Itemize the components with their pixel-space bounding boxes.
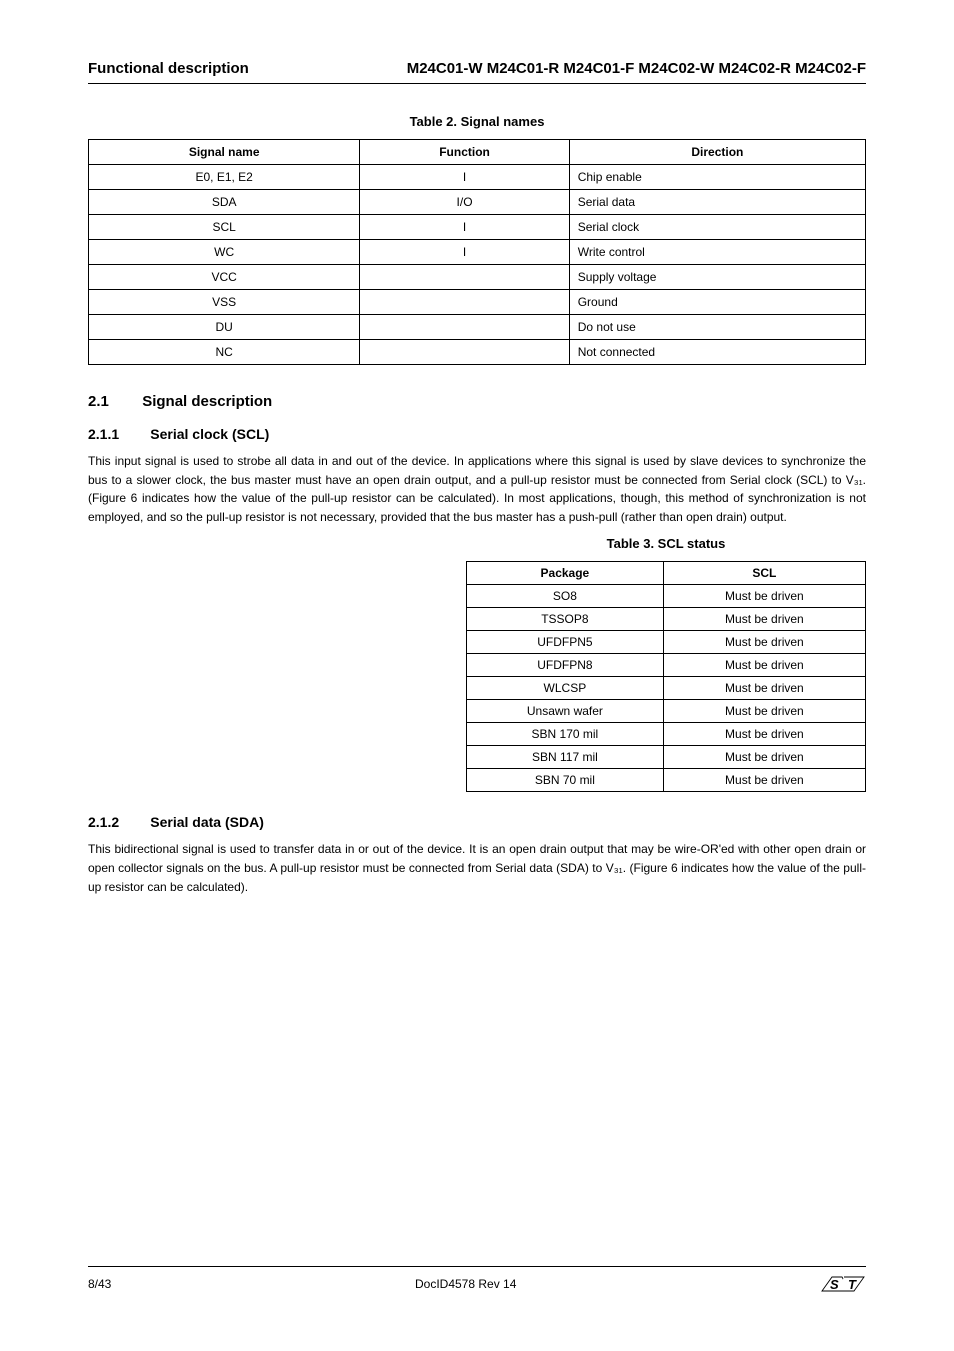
table-cell: SBN 70 mil (467, 769, 664, 792)
table-cell (360, 265, 569, 290)
table1-caption: Table 2. Signal names (88, 114, 866, 129)
section-num: 2.1 (88, 393, 109, 410)
table-row: TSSOP8Must be driven (467, 608, 866, 631)
table-row: SBN 70 milMust be driven (467, 769, 866, 792)
table2-caption: Table 3. SCL status (466, 536, 866, 551)
table-cell (360, 315, 569, 340)
table-cell: Must be driven (663, 746, 865, 769)
table-row: SDAI/OSerial data (89, 190, 866, 215)
table-row: DU Do not use (89, 315, 866, 340)
signal-names-table: Signal name Function Direction E0, E1, E… (88, 139, 866, 365)
table-cell: WLCSP (467, 677, 664, 700)
table-row: WCIWrite control (89, 240, 866, 265)
section-heading: 2.1 Signal description (88, 393, 866, 410)
table1-header-0: Signal name (89, 140, 360, 165)
table-cell: UFDFPN8 (467, 654, 664, 677)
para-sda: This bidirectional signal is used to tra… (88, 840, 866, 896)
table-cell: I (360, 240, 569, 265)
table-cell: I (360, 165, 569, 190)
table2-header-0: Package (467, 562, 664, 585)
table-row: UFDFPN5Must be driven (467, 631, 866, 654)
table-cell: Not connected (569, 340, 865, 365)
table-cell: NC (89, 340, 360, 365)
table-cell: WC (89, 240, 360, 265)
svg-text:S: S (830, 1277, 839, 1292)
table-cell (360, 290, 569, 315)
table-cell: Must be driven (663, 769, 865, 792)
table-row: VSS Ground (89, 290, 866, 315)
svg-text:T: T (848, 1277, 857, 1292)
para-scl: This input signal is used to strobe all … (88, 452, 866, 526)
subsection-num-1: 2.1.1 (88, 426, 119, 442)
table-cell: SDA (89, 190, 360, 215)
table-cell: Chip enable (569, 165, 865, 190)
table-cell: Must be driven (663, 677, 865, 700)
table-row: NC Not connected (89, 340, 866, 365)
table-cell: SO8 (467, 585, 664, 608)
table-cell: Must be driven (663, 585, 865, 608)
table-cell: TSSOP8 (467, 608, 664, 631)
table-cell: E0, E1, E2 (89, 165, 360, 190)
doc-id: DocID4578 Rev 14 (415, 1277, 516, 1291)
table-cell: Supply voltage (569, 265, 865, 290)
page-footer: 8/43 DocID4578 Rev 14 S T (88, 1266, 866, 1295)
st-logo: S T (820, 1273, 866, 1295)
table-cell: VCC (89, 265, 360, 290)
table-row: WLCSPMust be driven (467, 677, 866, 700)
page-header: Functional description M24C01-W M24C01-R… (88, 60, 866, 84)
table-cell: SBN 170 mil (467, 723, 664, 746)
table-row: Unsawn waferMust be driven (467, 700, 866, 723)
table-row: E0, E1, E2IChip enable (89, 165, 866, 190)
header-right: M24C01-W M24C01-R M24C01-F M24C02-W M24C… (407, 60, 866, 77)
subsection-title-1: Serial clock (SCL) (150, 426, 269, 442)
subsection-heading-1: 2.1.1 Serial clock (SCL) (88, 426, 866, 442)
subsection-title-2: Serial data (SDA) (150, 814, 264, 830)
table-row: SBN 117 milMust be driven (467, 746, 866, 769)
table-cell: SCL (89, 215, 360, 240)
table-row: VCC Supply voltage (89, 265, 866, 290)
table-cell: Unsawn wafer (467, 700, 664, 723)
subsection-heading-2: 2.1.2 Serial data (SDA) (88, 814, 866, 830)
table-cell: Serial data (569, 190, 865, 215)
subsection-num-2: 2.1.2 (88, 814, 119, 830)
table-cell: Write control (569, 240, 865, 265)
table-cell: Must be driven (663, 700, 865, 723)
table-cell: Ground (569, 290, 865, 315)
table1-header-1: Function (360, 140, 569, 165)
table1-header-2: Direction (569, 140, 865, 165)
table-cell: SBN 117 mil (467, 746, 664, 769)
table-cell: Serial clock (569, 215, 865, 240)
table-cell: Do not use (569, 315, 865, 340)
header-left: Functional description (88, 60, 249, 77)
table-row: UFDFPN8Must be driven (467, 654, 866, 677)
table-cell: UFDFPN5 (467, 631, 664, 654)
table-cell: I/O (360, 190, 569, 215)
table-cell: Must be driven (663, 654, 865, 677)
table-cell: I (360, 215, 569, 240)
table-row: SCLISerial clock (89, 215, 866, 240)
table-cell: VSS (89, 290, 360, 315)
table-cell (360, 340, 569, 365)
section-title: Signal description (142, 393, 272, 410)
table-cell: Must be driven (663, 631, 865, 654)
scl-status-table: Package SCL SO8Must be drivenTSSOP8Must … (466, 561, 866, 792)
table-cell: Must be driven (663, 608, 865, 631)
table-row: SBN 170 milMust be driven (467, 723, 866, 746)
table-cell: DU (89, 315, 360, 340)
table-row: SO8Must be driven (467, 585, 866, 608)
page-number: 8/43 (88, 1277, 111, 1291)
table-cell: Must be driven (663, 723, 865, 746)
table2-header-1: SCL (663, 562, 865, 585)
